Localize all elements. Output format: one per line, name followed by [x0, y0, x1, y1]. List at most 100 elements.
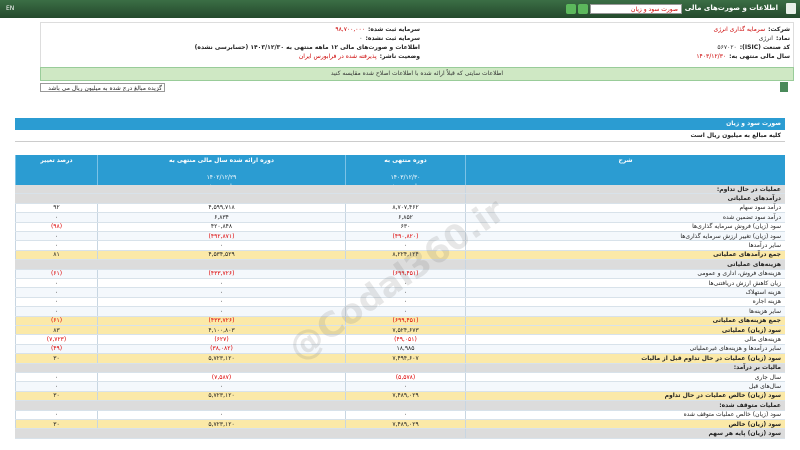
- value-cell: ۳۰: [15, 420, 97, 429]
- value-cell: ۴,۵۹۹,۷۱۸: [97, 203, 345, 213]
- value-cell: (۴۳۳,۷۲۶): [97, 316, 345, 325]
- value-cell: ۷,۴۹۴,۶۰۷: [345, 354, 465, 363]
- desc-cell: سود (زیان) عملیات در حال تداوم قبل از ما…: [465, 354, 785, 363]
- value-cell: ۹۲: [15, 203, 97, 213]
- desc-cell: درآمد سود تضمین شده: [465, 213, 785, 222]
- table-row: سود (زیان) خالص عملیات متوقف شده ۰ ۰ ۰: [15, 410, 785, 420]
- header-label: دوره ارائه شده سال مالی منتهی به: [169, 157, 274, 164]
- table-row: عملیات متوقف شده:: [15, 401, 785, 411]
- value-cell: ۰: [97, 382, 345, 391]
- header-cell: درصد تغییر: [15, 155, 97, 185]
- desc-cell: هزینه‌های عملیاتی: [465, 260, 785, 269]
- header-label: شرح: [618, 157, 633, 164]
- table-row: هزینه اجاره ۰ ۰ ۰: [15, 297, 785, 308]
- value-cell: ۷,۴۸۹,۰۲۹: [345, 420, 465, 429]
- desc-cell: سایر هزینه‌ها: [465, 307, 785, 316]
- table-row: زیان کاهش ارزش دریافتنی‌ها ۰ ۰ ۰: [15, 279, 785, 289]
- value-cell: ۴,۵۳۴,۵۲۹: [97, 250, 345, 260]
- desc-cell: درآمدهای عملیاتی: [465, 194, 785, 203]
- desc-cell: عملیات در حال تداوم:: [465, 185, 785, 194]
- value-cell: ۳۰: [15, 391, 97, 401]
- value-cell: ۰: [345, 382, 465, 391]
- icon: [786, 3, 796, 14]
- info-label: وضعیت ناشر:: [379, 53, 420, 60]
- table-row: مالیات بر درآمد:: [15, 363, 785, 373]
- desc-cell: سال جاری: [465, 373, 785, 382]
- unit-select[interactable]: گزیده مبالغ درج شده به میلیون ریال می با…: [40, 83, 165, 92]
- info-row: سال مالی منتهی به: ۱۴۰۳/۱۲/۳۰: [696, 53, 790, 60]
- info-value: پذیرفته شده در فرابورس ایران: [298, 53, 377, 60]
- value-cell: ۰: [345, 241, 465, 250]
- desc-cell: جمع درآمدهای عملیاتی: [465, 250, 785, 260]
- info-label: سرمایه ثبت نشده:: [365, 35, 421, 42]
- info-label: سال مالی منتهی به:: [729, 53, 790, 60]
- info-value: ۱۴۰۳/۱۲/۳۰: [696, 53, 727, 60]
- info-label: سرمایه ثبت شده:: [367, 26, 420, 33]
- value-cell: ۰: [97, 288, 345, 297]
- export-icon[interactable]: [780, 82, 788, 92]
- desc-cell: هزینه‌های فروش، اداری و عمومی: [465, 269, 785, 278]
- info-row: کد صنعت (ISIC): ۵۶۷۰۲۰: [717, 44, 790, 51]
- table-row: هزینه‌های عملیاتی: [15, 260, 785, 270]
- value-cell: ۷,۴۸۹,۰۲۹: [345, 391, 465, 401]
- value-cell: ۶,۸۳۴: [97, 213, 345, 222]
- info-row: نماد: انرژی: [759, 35, 790, 42]
- unit-note: کلیه مبالغ به میلیون ریال است: [15, 130, 785, 142]
- title: اطلاعات و صورت‌های مالی: [684, 4, 778, 12]
- header-date: ۱۴۰۲/۱۲/۲۹: [206, 174, 237, 181]
- table-row: درآمد سود تضمین شده ۶,۸۵۲ ۶,۸۳۴ ۰: [15, 213, 785, 223]
- desc-cell: سود (زیان) خالص عملیات متوقف شده: [465, 410, 785, 419]
- value-cell: ۰: [97, 241, 345, 250]
- table-row: جمع درآمدهای عملیاتی ۸,۲۲۴,۱۲۴ ۴,۵۳۴,۵۲۹ ۸۱: [15, 250, 785, 261]
- table-row: سال جاری (۵,۵۷۸) (۷,۵۸۷) ۰: [15, 373, 785, 383]
- table-row: سود (زیان) پایه هر سهم: [15, 429, 785, 439]
- info-period: اطلاعات و صورت‌های مالی ۱۲ ماهه منتهی به…: [194, 44, 420, 51]
- value-cell: (۵,۵۷۸): [345, 373, 465, 382]
- table-row: سایر درآمدها و هزینه‌های غیرعملیاتی ۱۸,۹۸…: [15, 344, 785, 355]
- table-row: هزینه‌های فروش، اداری و عمومی (۶۹۹,۴۵۱) (۴…: [15, 269, 785, 279]
- top-bar: اطلاعات و صورت‌های مالی صورت سود و زیان …: [0, 0, 800, 18]
- table-row: سود (زیان) تغییر ارزش سرمایه گذاری‌ها (۴۹…: [15, 232, 785, 242]
- value-cell: ۵,۷۲۳,۱۲۰: [97, 391, 345, 401]
- value-cell: ۰: [345, 288, 465, 297]
- table-row: سود (زیان) عملیاتی ۷,۵۲۴,۶۷۳ ۴,۱۰۰,۸۰۳ ۸۳: [15, 326, 785, 336]
- next-button[interactable]: [578, 4, 588, 14]
- desc-cell: سود (زیان) فروش سرمایه گذاری‌ها: [465, 222, 785, 231]
- desc-cell: سال‌های قبل: [465, 382, 785, 391]
- value-cell: (۴۹,۰۵۱): [345, 335, 465, 344]
- value-cell: ۰: [15, 307, 97, 316]
- value-cell: (۶۱): [15, 316, 97, 325]
- header-cell: شرح: [465, 155, 785, 185]
- value-cell: ۴۲۰,۸۴۸: [97, 222, 345, 231]
- value-cell: ۰: [15, 297, 97, 307]
- value-cell: (۶۹۹,۴۵۱): [345, 316, 465, 325]
- prev-button[interactable]: [566, 4, 576, 14]
- value-cell: (۷,۵۸۷): [97, 373, 345, 382]
- desc-cell: سود (زیان) عملیاتی: [465, 326, 785, 335]
- notice: اطلاعات سایتی که قبلاً ارائه شده با اطلا…: [40, 67, 794, 81]
- header-date: ۱۴۰۳/۱۲/۳۰: [390, 174, 421, 181]
- table-row: سود (زیان) فروش سرمایه گذاری‌ها ۶۳۰ ۴۲۰,۸۴…: [15, 222, 785, 232]
- table-row: سایر هزینه‌ها ۰ ۰ ۰: [15, 307, 785, 317]
- report-select[interactable]: صورت سود و زیان: [590, 4, 682, 14]
- info-row: سرمایه ثبت نشده: ۰: [359, 35, 420, 42]
- desc-cell: هزینه استهلاک: [465, 288, 785, 297]
- desc-cell: عملیات متوقف شده:: [465, 401, 785, 410]
- value-cell: (۶۲۷): [97, 335, 345, 344]
- lang[interactable]: EN: [6, 5, 15, 12]
- value-cell: (۹۸): [15, 222, 97, 231]
- section-title: صورت سود و زیان: [15, 118, 785, 130]
- info-label: نماد:: [775, 35, 790, 42]
- value-cell: ۰: [15, 213, 97, 222]
- value-cell: (۴۳۳,۷۲۶): [97, 269, 345, 278]
- value-cell: ۰: [97, 307, 345, 316]
- header-label: دوره منتهی به: [384, 157, 427, 164]
- info-value: ۰: [359, 35, 363, 42]
- info-value: انرژی: [758, 35, 773, 42]
- desc-cell: هزینه اجاره: [465, 297, 785, 307]
- value-cell: (۷,۷۲۳): [15, 335, 97, 344]
- value-cell: (۳۸,۰۸۲): [97, 344, 345, 354]
- value-cell: ۷,۵۲۴,۶۷۳: [345, 326, 465, 335]
